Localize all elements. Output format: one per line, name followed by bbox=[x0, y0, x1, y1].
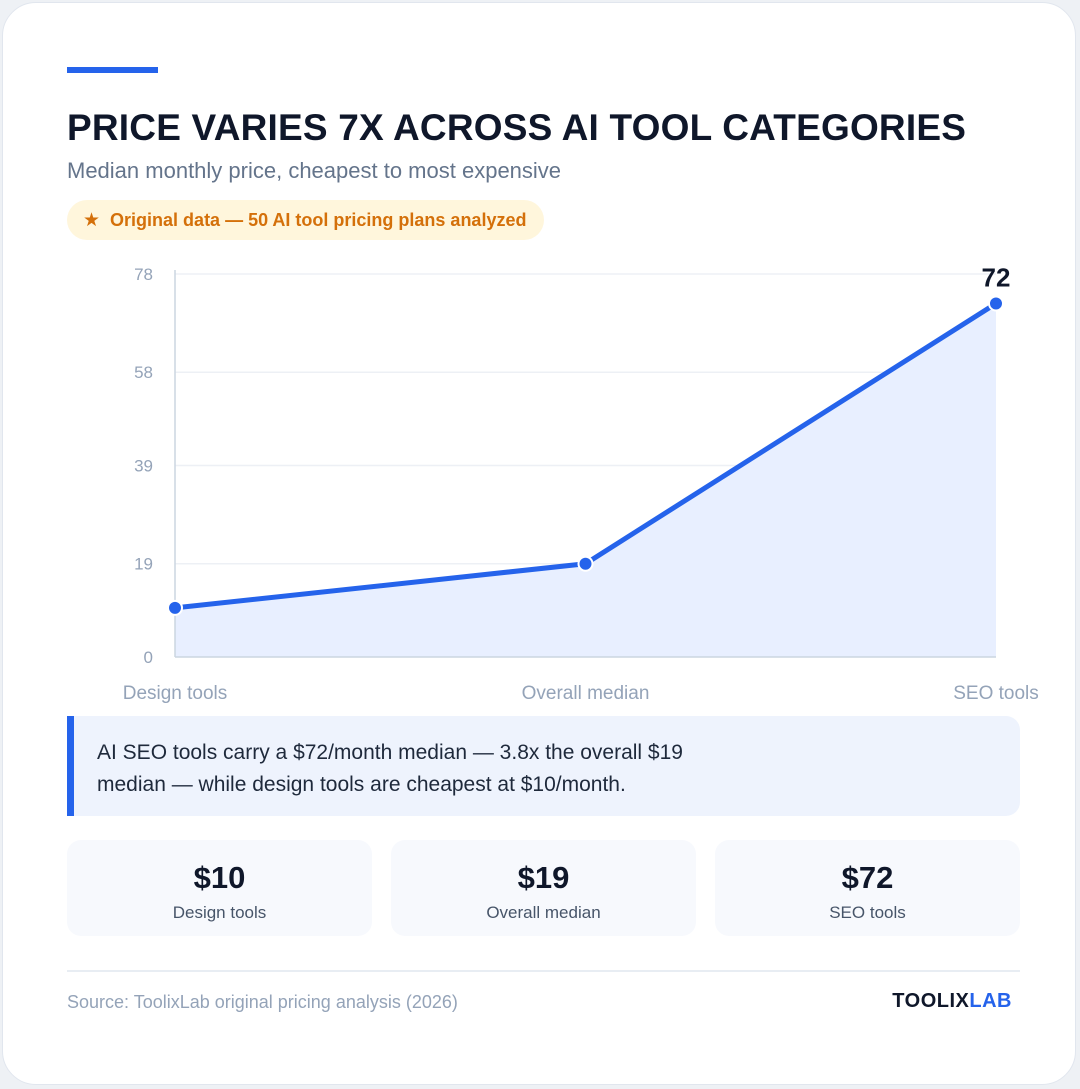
stat-card-overall: $19 Overall median bbox=[391, 840, 696, 936]
stat-label: SEO tools bbox=[829, 903, 906, 922]
price-area-chart: 0 19 39 58 78 Design tools Overall median SEO t… bbox=[123, 262, 1039, 704]
footer-divider bbox=[67, 970, 1020, 972]
y-tick-label: 58 bbox=[134, 363, 153, 382]
data-point-0 bbox=[167, 599, 183, 616]
badge-text: Original data — 50 AI tool pricing plans… bbox=[110, 209, 527, 230]
brand-logo: TOOLIXLAB bbox=[892, 990, 1012, 1013]
stat-value: $72 bbox=[841, 860, 894, 895]
brand-name-part2: LAB bbox=[969, 990, 1012, 1012]
stat-value: $19 bbox=[517, 860, 570, 895]
data-point-2 bbox=[988, 295, 1004, 312]
star-icon: ★ bbox=[83, 209, 101, 231]
brand-name-part1: TOOLIX bbox=[892, 990, 970, 1012]
source-note: Source: ToolixLab original pricing analy… bbox=[67, 992, 458, 1012]
y-tick-label: 39 bbox=[134, 457, 153, 476]
stat-card-seo: $72 SEO tools bbox=[715, 840, 1020, 936]
stat-cards: $10 Design tools $19 Overall median $72 … bbox=[67, 840, 1020, 936]
original-data-badge: ★ Original data — 50 AI tool pricing pla… bbox=[67, 200, 545, 240]
y-tick-label: 78 bbox=[134, 265, 153, 284]
stat-label: Design tools bbox=[172, 903, 267, 922]
chart-title: PRICE VARIES 7X ACROSS AI TOOL CATEGORIE… bbox=[67, 107, 967, 148]
data-value-label: 72 bbox=[982, 262, 1011, 292]
x-category-label: Overall median bbox=[522, 683, 650, 704]
area-fill bbox=[175, 303, 996, 657]
stat-label: Overall median bbox=[486, 903, 601, 922]
y-tick-label: 0 bbox=[144, 648, 153, 667]
callout-accent-bar bbox=[67, 716, 74, 816]
x-category-label: Design tools bbox=[123, 683, 228, 704]
stat-card-design: $10 Design tools bbox=[67, 840, 372, 936]
insight-callout: AI SEO tools carry a $72/month median — … bbox=[67, 716, 1020, 816]
callout-text: AI SEO tools carry a $72/month median — … bbox=[97, 741, 683, 796]
stat-value: $10 bbox=[193, 860, 246, 895]
x-category-label: SEO tools bbox=[953, 683, 1039, 704]
accent-bar bbox=[67, 67, 158, 73]
data-point-1 bbox=[577, 555, 594, 572]
y-tick-label: 19 bbox=[134, 555, 153, 574]
chart-subtitle: Median monthly price, cheapest to most e… bbox=[67, 158, 562, 183]
